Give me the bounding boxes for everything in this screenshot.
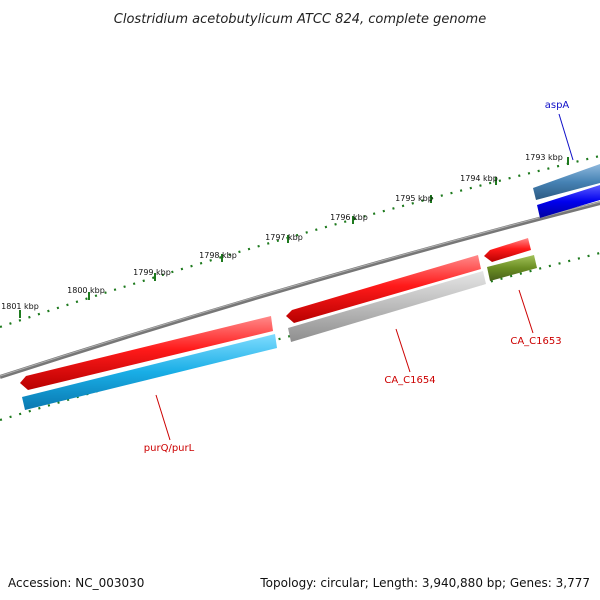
feature-CA_C1653-lower[interactable] <box>487 255 537 281</box>
feature-aspA-inner[interactable] <box>537 185 600 218</box>
cds-feature-CA_C1653-forward[interactable] <box>484 238 531 262</box>
tick-labels: 1793 kbp 1794 kbp 1795 kbp 1796 kbp 1797 kbp… <box>1 153 563 311</box>
tick-marks <box>19 157 569 318</box>
map-title: Clostridium acetobutylicum ATCC 824, com… <box>114 12 486 27</box>
cds-feature-CA_C1654-forward[interactable] <box>286 255 481 323</box>
cds-feature-purQ-purL-forward[interactable] <box>20 316 273 390</box>
gene-label-CA_C1654[interactable]: CA_C1654 <box>384 375 435 386</box>
gene-label-aspA[interactable]: aspA <box>545 100 570 111</box>
tick-label: 1793 kbp <box>525 153 563 162</box>
cds-track-lower <box>22 185 600 410</box>
cds-track-forward <box>20 164 600 390</box>
genome-backbone-highlight <box>0 201 600 377</box>
gene-labels: aspA CA_C1653 CA_C1654 purQ/purL <box>144 100 570 454</box>
tick-label: 1795 kbp <box>395 194 433 203</box>
tick-label: 1799 kbp <box>133 268 171 277</box>
gene-label-CA_C1653[interactable]: CA_C1653 <box>510 336 561 347</box>
tick-label: 1800 kbp <box>67 286 105 295</box>
tick-label: 1797 kbp <box>265 233 303 242</box>
tick-label: 1796 kbp <box>330 213 368 222</box>
gene-label-purQ-purL[interactable]: purQ/purL <box>144 443 195 454</box>
footer-accession: Accession: NC_003030 <box>8 576 145 590</box>
tick-label: 1801 kbp <box>1 302 39 311</box>
feature-purQ-purL-lower[interactable] <box>22 334 277 410</box>
connector-CA_C1654 <box>395 328 411 373</box>
connector-purQ-purL <box>155 394 171 441</box>
genome-backbone <box>0 201 600 379</box>
footer-summary: Topology: circular; Length: 3,940,880 bp… <box>260 576 590 590</box>
feature-CA_C1654-lower[interactable] <box>288 271 486 342</box>
label-connectors <box>155 113 574 441</box>
tick-label: 1798 kbp <box>199 251 237 260</box>
connector-aspA <box>558 113 574 161</box>
connector-CA_C1653 <box>518 289 534 334</box>
cds-feature-aspA-outer[interactable] <box>533 164 600 200</box>
tick-label: 1794 kbp <box>460 174 498 183</box>
